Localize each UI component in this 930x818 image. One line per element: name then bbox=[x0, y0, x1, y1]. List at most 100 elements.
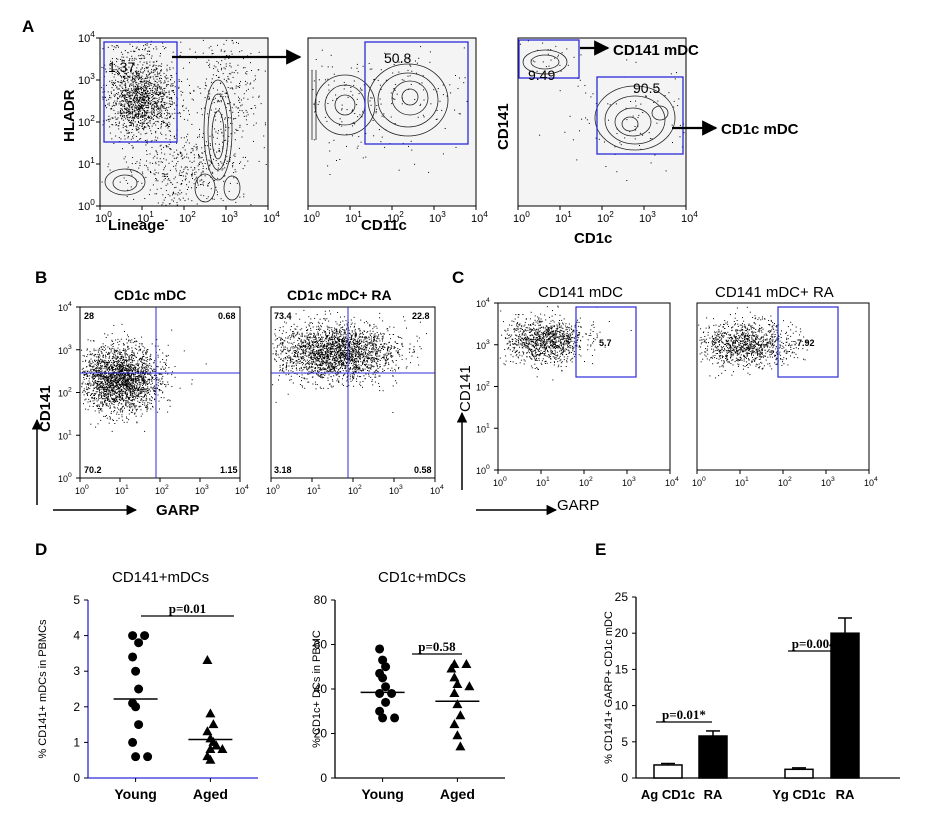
event-dot bbox=[126, 112, 128, 113]
event-dot bbox=[90, 394, 91, 396]
event-dot bbox=[157, 137, 159, 139]
event-dot bbox=[138, 396, 140, 398]
event-dot bbox=[132, 93, 134, 95]
event-dot bbox=[226, 160, 228, 162]
event-dot bbox=[119, 94, 121, 96]
event-dot bbox=[151, 72, 153, 74]
event-dot bbox=[110, 397, 112, 399]
event-dot bbox=[133, 77, 135, 79]
event-dot bbox=[121, 356, 123, 358]
event-dot bbox=[144, 374, 145, 376]
event-dot bbox=[560, 70, 562, 72]
event-dot bbox=[128, 357, 130, 359]
event-dot bbox=[161, 78, 162, 79]
event-dot bbox=[162, 46, 164, 47]
event-dot bbox=[179, 387, 181, 389]
event-dot bbox=[106, 376, 108, 378]
event-dot bbox=[105, 390, 107, 392]
event-dot bbox=[133, 360, 135, 362]
event-dot bbox=[128, 366, 130, 368]
event-dot bbox=[146, 112, 148, 114]
event-dot bbox=[174, 102, 175, 104]
event-dot bbox=[189, 48, 191, 50]
event-dot bbox=[166, 96, 168, 98]
event-dot bbox=[137, 113, 138, 115]
event-dot bbox=[229, 65, 231, 67]
event-dot bbox=[254, 105, 256, 106]
event-dot bbox=[171, 371, 173, 373]
event-dot bbox=[109, 393, 111, 395]
event-dot bbox=[157, 354, 159, 356]
event-dot bbox=[140, 388, 142, 390]
event-dot bbox=[159, 93, 161, 95]
event-dot bbox=[149, 77, 151, 79]
event-dot bbox=[103, 391, 105, 393]
event-dot bbox=[170, 149, 172, 151]
event-dot bbox=[112, 369, 114, 371]
event-dot bbox=[144, 390, 146, 392]
event-dot bbox=[223, 67, 225, 69]
event-dot bbox=[179, 199, 181, 201]
quadrant-ul: 28 bbox=[84, 311, 94, 321]
event-dot bbox=[218, 130, 219, 132]
event-dot bbox=[233, 162, 235, 163]
event-dot bbox=[131, 386, 133, 388]
event-dot bbox=[237, 86, 239, 88]
event-dot bbox=[422, 114, 424, 116]
event-dot bbox=[586, 119, 588, 121]
event-dot bbox=[138, 100, 140, 102]
event-dot bbox=[166, 68, 168, 70]
event-dot bbox=[126, 353, 128, 355]
event-dot bbox=[123, 373, 125, 375]
event-dot bbox=[133, 367, 134, 369]
event-dot bbox=[227, 103, 229, 105]
event-dot bbox=[153, 92, 155, 94]
event-dot bbox=[217, 44, 218, 46]
event-dot bbox=[638, 114, 640, 116]
event-dot bbox=[145, 87, 147, 89]
event-dot bbox=[92, 400, 94, 402]
event-dot bbox=[123, 421, 125, 423]
event-dot bbox=[254, 75, 256, 77]
event-dot bbox=[202, 52, 204, 54]
event-dot bbox=[457, 88, 459, 90]
event-dot bbox=[130, 341, 132, 343]
event-dot bbox=[96, 385, 98, 387]
event-dot bbox=[165, 364, 167, 366]
event-dot bbox=[146, 390, 148, 392]
event-dot bbox=[210, 148, 212, 150]
event-dot bbox=[111, 373, 113, 375]
event-dot bbox=[233, 177, 235, 179]
event-dot bbox=[656, 122, 658, 124]
event-dot bbox=[133, 88, 135, 90]
event-dot bbox=[204, 163, 206, 164]
event-dot bbox=[93, 368, 95, 370]
event-dot bbox=[233, 118, 235, 120]
event-dot bbox=[118, 344, 120, 346]
event-dot bbox=[123, 112, 125, 114]
event-dot bbox=[131, 102, 133, 104]
event-dot bbox=[140, 415, 142, 417]
event-dot bbox=[159, 373, 161, 375]
event-dot bbox=[123, 89, 125, 91]
event-dot bbox=[136, 81, 138, 83]
event-dot bbox=[177, 194, 179, 196]
event-dot bbox=[156, 377, 158, 379]
event-dot bbox=[116, 118, 118, 120]
event-dot bbox=[150, 111, 152, 113]
event-dot bbox=[212, 74, 214, 76]
event-dot bbox=[362, 65, 364, 67]
event-dot bbox=[258, 51, 260, 53]
event-dot bbox=[120, 82, 122, 84]
event-dot bbox=[329, 174, 331, 175]
event-dot bbox=[225, 65, 227, 67]
event-dot bbox=[219, 108, 220, 110]
event-dot bbox=[111, 430, 113, 432]
event-dot bbox=[226, 156, 228, 158]
event-dot bbox=[608, 119, 609, 121]
event-dot bbox=[118, 363, 120, 365]
event-dot bbox=[92, 362, 94, 364]
event-dot bbox=[116, 385, 118, 387]
event-dot bbox=[116, 86, 118, 88]
event-dot bbox=[202, 136, 203, 138]
